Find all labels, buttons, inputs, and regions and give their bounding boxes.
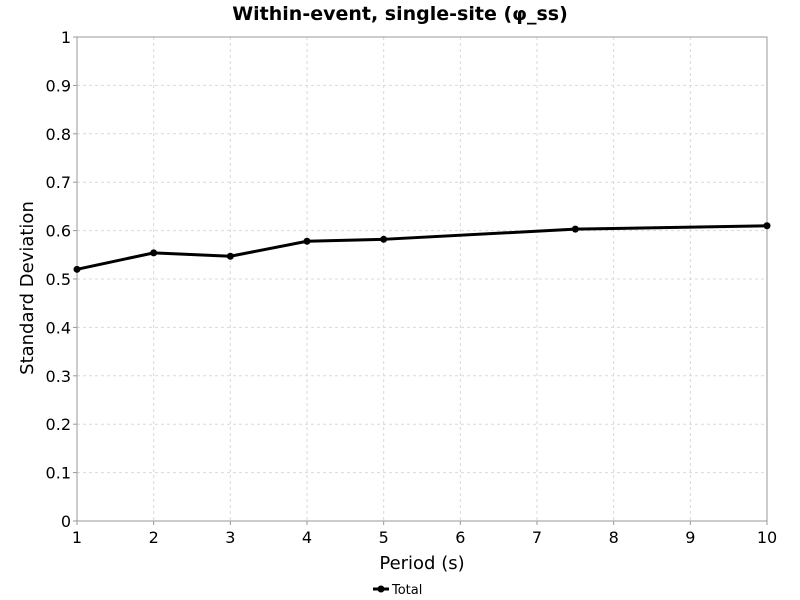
x-tick-label-9: 9 <box>685 528 695 547</box>
legend-marker <box>377 585 385 593</box>
y-tick-label-0-9: 0.9 <box>46 76 71 95</box>
x-tick-label-1: 1 <box>72 528 82 547</box>
y-tick-label-0-8: 0.8 <box>46 125 71 144</box>
data-point-total-1 <box>150 249 158 257</box>
x-tick-label-4: 4 <box>302 528 312 547</box>
data-point-total-2 <box>226 252 234 260</box>
y-tick-label-0: 0 <box>61 512 71 531</box>
x-tick-label-7: 7 <box>532 528 542 547</box>
y-tick-label-0-6: 0.6 <box>46 222 71 241</box>
data-point-total-3 <box>303 237 311 245</box>
y-tick-label-0-5: 0.5 <box>46 270 71 289</box>
x-tick-label-3: 3 <box>225 528 235 547</box>
axis-ticks: 0 0.1 0.2 0.3 0.4 0.5 0.6 0.7 0.8 0.9 1 1 2 3 4 5 6 7 8 9 10 <box>46 28 778 547</box>
x-tick-label-5: 5 <box>379 528 389 547</box>
chart-title: Within-event, single-site (φ_ss) <box>232 3 568 25</box>
y-tick-label-0-1: 0.1 <box>46 464 71 483</box>
x-tick-label-6: 6 <box>455 528 465 547</box>
series-line-total <box>76 224 768 271</box>
y-tick-label-1: 1 <box>61 28 71 47</box>
x-axis-label: Period (s) <box>379 553 464 574</box>
data-point-total-0 <box>73 265 81 273</box>
legend-label-total: Total <box>391 583 422 598</box>
y-axis-label: Standard Deviation <box>17 201 38 375</box>
y-tick-label-0-3: 0.3 <box>46 367 71 386</box>
x-tick-label-2: 2 <box>149 528 159 547</box>
x-tick-label-8: 8 <box>609 528 619 547</box>
y-tick-label-0-2: 0.2 <box>46 415 71 434</box>
x-tick-label-10: 10 <box>757 528 777 547</box>
legend: Total <box>373 583 422 598</box>
data-point-total-6 <box>763 222 771 230</box>
data-point-total-4 <box>380 235 388 243</box>
series-layer <box>73 222 771 273</box>
grid-lines <box>77 37 767 521</box>
y-tick-label-0-7: 0.7 <box>46 173 71 192</box>
data-point-total-5 <box>571 225 579 233</box>
y-tick-label-0-4: 0.4 <box>46 318 71 337</box>
